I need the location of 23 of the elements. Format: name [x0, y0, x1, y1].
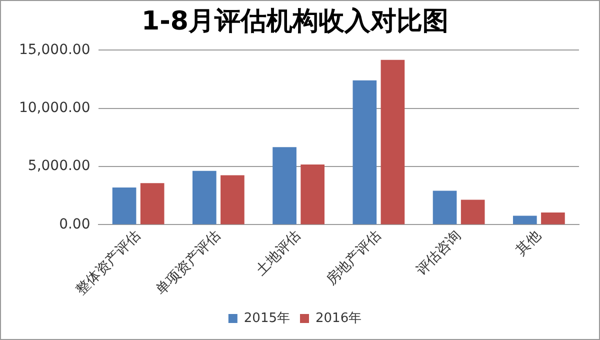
- legend-label: 2016年: [316, 310, 362, 326]
- bar: [140, 183, 164, 224]
- x-tick-label: 其他: [513, 228, 544, 259]
- x-tick-label: 评估咨询: [413, 228, 464, 279]
- bar: [460, 200, 485, 224]
- legend-label: 2015年: [244, 310, 290, 326]
- bar: [432, 190, 457, 224]
- y-tick-label: 10,000.00: [18, 100, 90, 116]
- x-tick-label: 土地评估: [253, 228, 304, 279]
- bar: [380, 60, 405, 224]
- bar: [272, 147, 296, 224]
- bar: [300, 164, 325, 224]
- bar: [352, 80, 377, 224]
- x-tick-label: 单项资产评估: [153, 228, 224, 298]
- bar: [192, 170, 216, 224]
- bar: [220, 175, 244, 224]
- chart-title: 1-8月评估机构收入对比图: [142, 6, 448, 36]
- y-tick-label: 15,000.00: [18, 42, 90, 58]
- x-tick-label: 房地产评估: [323, 228, 384, 289]
- y-tick-label: 5,000.00: [28, 158, 90, 174]
- bar: [112, 187, 136, 224]
- bar: [512, 216, 537, 224]
- bar: [541, 212, 565, 224]
